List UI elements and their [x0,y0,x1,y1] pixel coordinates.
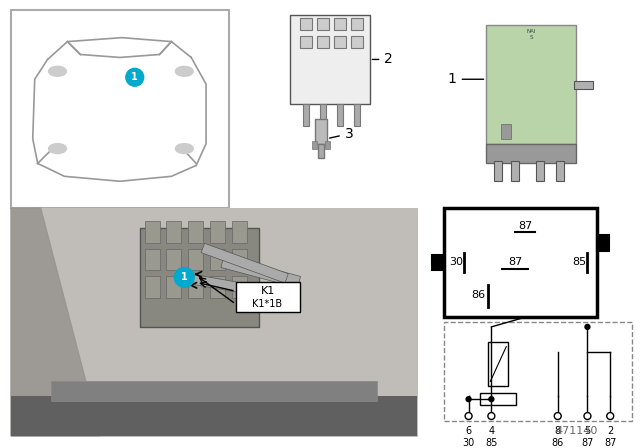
Bar [201,243,288,283]
Bar [232,249,246,271]
Bar [188,221,203,243]
Bar [325,141,330,149]
Bar [501,124,511,139]
Bar [140,228,259,327]
Bar [597,235,609,250]
Bar [221,256,301,288]
Text: 1: 1 [448,72,484,86]
Bar [166,249,181,271]
Text: 87: 87 [508,258,522,267]
Bar [351,36,363,47]
Text: 5: 5 [584,426,591,436]
Bar [337,104,343,126]
Bar [318,144,324,159]
Text: 30: 30 [449,258,463,267]
Circle shape [554,413,561,419]
Bar [334,18,346,30]
Bar [232,221,246,243]
Text: 3: 3 [330,127,353,141]
Circle shape [466,397,471,402]
Bar [488,342,508,386]
Bar [300,18,312,30]
Bar [334,36,346,47]
Text: 86: 86 [472,290,486,300]
Bar [291,15,369,104]
Text: 2: 2 [372,52,393,66]
Bar [51,381,378,401]
Text: 87: 87 [518,221,532,231]
Text: 30: 30 [463,438,475,448]
Bar [354,104,360,126]
Text: 85: 85 [485,438,497,448]
Bar [181,272,252,294]
Bar [210,276,225,298]
Ellipse shape [175,144,193,154]
Bar [317,36,329,47]
Circle shape [607,413,614,419]
Bar [315,119,327,144]
Bar [166,276,181,298]
Ellipse shape [175,66,193,76]
Bar [444,208,597,317]
Polygon shape [11,208,100,436]
Bar [573,81,593,89]
Bar [145,221,159,243]
Bar [232,276,246,298]
Bar [11,10,229,208]
Text: K1*1B: K1*1B [252,299,283,309]
Ellipse shape [49,66,67,76]
Bar [351,18,363,30]
Text: 85: 85 [572,258,587,267]
Text: K1: K1 [260,286,275,296]
Text: 86: 86 [552,438,564,448]
Bar [145,249,159,271]
Bar [11,396,417,436]
Text: 2: 2 [607,426,613,436]
Bar [320,104,326,126]
Circle shape [488,413,495,419]
Bar [481,393,516,405]
Circle shape [465,413,472,419]
Text: 1: 1 [131,72,138,82]
Bar [536,161,544,181]
Bar [444,322,632,421]
Bar [303,104,309,126]
Circle shape [584,413,591,419]
Bar [312,141,317,149]
Bar [145,276,159,298]
Bar [486,144,575,164]
Bar [188,249,203,271]
Bar [166,221,181,243]
Bar [236,282,300,312]
Bar [486,25,575,144]
Bar [11,208,417,436]
Text: 1: 1 [181,272,188,282]
Bar [210,249,225,271]
Circle shape [585,324,590,329]
Circle shape [489,397,494,402]
Bar [432,254,444,271]
Bar [210,221,225,243]
Bar [11,208,417,436]
Bar [317,18,329,30]
Text: 87: 87 [604,438,616,448]
Bar [300,36,312,47]
Text: 87: 87 [581,438,594,448]
Text: 4: 4 [488,426,495,436]
Text: 6: 6 [465,426,472,436]
Text: 471140: 471140 [555,426,597,436]
Bar [556,161,564,181]
Circle shape [174,267,194,287]
Text: NAI
S: NAI S [526,29,536,40]
Bar [188,276,203,298]
Ellipse shape [49,144,67,154]
Bar [511,161,519,181]
Bar [494,161,502,181]
Circle shape [126,69,144,86]
Text: 8: 8 [555,426,561,436]
